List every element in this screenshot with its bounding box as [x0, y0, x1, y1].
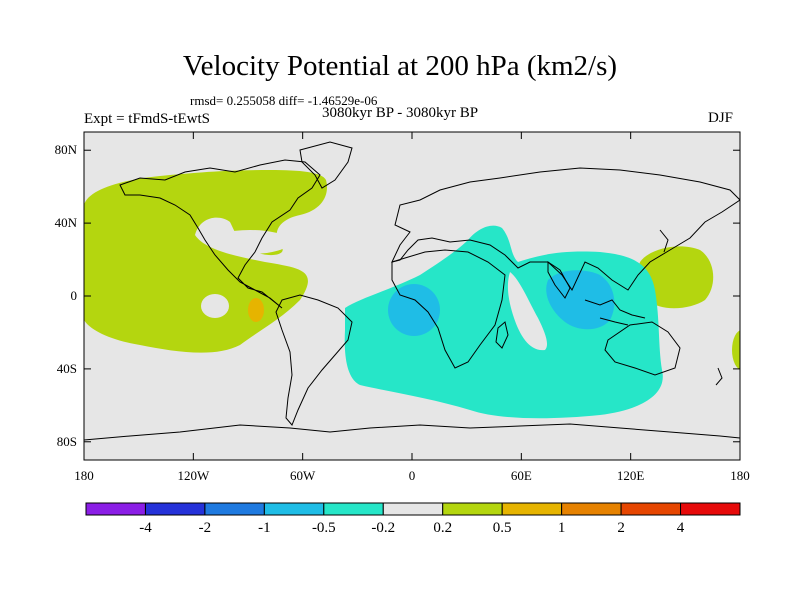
experiment-label: Expt = tFmdS-tEwtS — [84, 111, 210, 127]
coastline-indonesia — [584, 299, 646, 326]
colorbar-swatch — [204, 502, 265, 516]
season-label: DJF — [708, 110, 734, 126]
coastline-eurasia — [391, 167, 740, 292]
x-tick-label: 180 — [730, 468, 750, 483]
positive-anomaly-east-edge — [732, 330, 740, 370]
y-tick-label: 80S — [56, 433, 77, 449]
colorbar-swatch — [85, 502, 146, 516]
coastline-madagascar — [495, 321, 509, 349]
coastline-new-zealand — [715, 367, 723, 386]
negative-core-africa — [388, 284, 440, 336]
positive-anomaly-north-america — [84, 170, 327, 353]
colorbar-label: -0.2 — [371, 520, 396, 536]
colorbar-swatch — [442, 502, 503, 516]
coastline-africa — [391, 249, 506, 369]
colorbar-swatch — [323, 502, 384, 516]
x-tick-label: 60E — [510, 468, 532, 483]
colorbar-label: 2 — [617, 520, 625, 536]
x-tick-label: 0 — [408, 468, 416, 483]
contour-fills — [84, 170, 740, 419]
colorbar-swatch — [263, 502, 325, 516]
neutral-gap-indian-ocean — [507, 272, 548, 351]
coastline-north-america — [119, 159, 321, 309]
colorbar-swatch — [501, 502, 563, 516]
y-axis-ticks — [84, 149, 740, 443]
x-tick-label: 180 — [74, 468, 94, 483]
x-tick-label: 120W — [177, 468, 210, 483]
y-tick-label: 40N — [54, 215, 77, 231]
negative-core-maritime-continent — [546, 270, 615, 330]
positive-anomaly-west-pacific — [638, 246, 714, 309]
coastline-south-america — [275, 294, 353, 426]
colorbar-swatch — [382, 502, 444, 516]
y-tick-label: 0 — [70, 288, 78, 303]
colorbar-label: -2 — [198, 520, 212, 536]
x-axis-ticks — [83, 132, 741, 460]
coastline-antarctica — [84, 423, 740, 441]
colorbar-label: -1 — [258, 520, 271, 536]
plot-title: Velocity Potential at 200 hPa (km2/s) — [182, 50, 618, 82]
y-tick-label: 80N — [54, 142, 77, 158]
neutral-hole-1 — [201, 294, 229, 318]
coastline-greenland — [299, 141, 353, 189]
colorbar-swatch — [144, 502, 206, 516]
colorbar-label: 1 — [557, 520, 566, 536]
colorbar-swatch — [561, 502, 622, 516]
y-tick-label: 40S — [56, 360, 77, 376]
colorbar-label: -0.5 — [311, 520, 336, 536]
colorbar-swatch — [680, 502, 741, 516]
colorbar-label: 4 — [676, 520, 685, 536]
colorbar-label: 0.5 — [492, 520, 512, 536]
stats-line: rmsd= 0.255058 diff= -1.46529e-06 — [190, 93, 378, 108]
x-tick-label: 120E — [616, 468, 645, 483]
colorbar — [85, 502, 741, 516]
colorbar-label: -4 — [139, 520, 152, 536]
positive-anomaly-orange-spot — [248, 298, 264, 322]
coastline-india — [547, 261, 571, 299]
x-tick-label: 60W — [290, 468, 316, 483]
colorbar-label: 0.2 — [433, 520, 453, 536]
coastline-australia — [604, 321, 681, 376]
period-label: 3080kyr BP - 3080kyr BP — [322, 105, 479, 121]
coastline-japan — [659, 229, 669, 253]
neutral-hole-2 — [210, 230, 290, 254]
colorbar-swatch — [620, 502, 682, 516]
coastlines — [84, 141, 740, 441]
